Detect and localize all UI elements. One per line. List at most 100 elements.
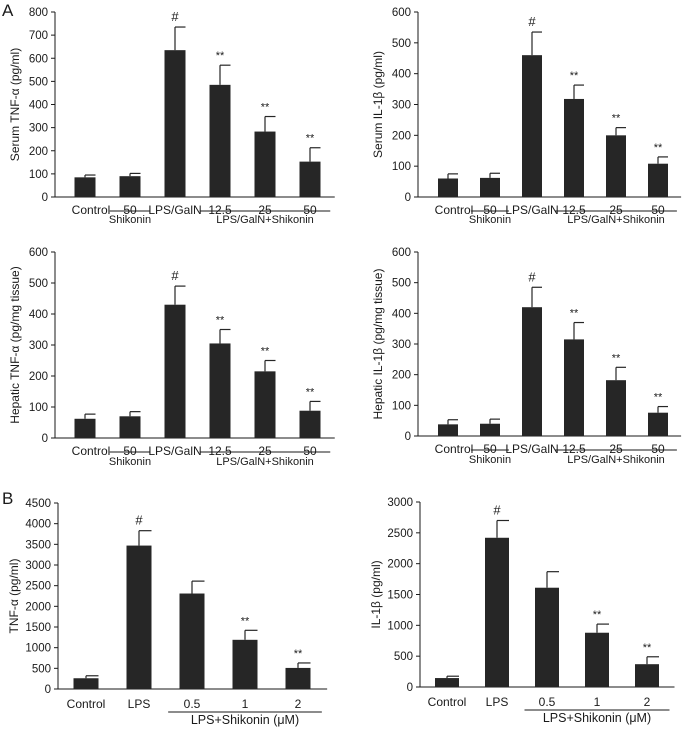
x-category-label: 12.5 (562, 442, 586, 456)
y-tick-label: 0 (42, 192, 48, 204)
y-tick-label: 500 (394, 651, 413, 663)
y-axis-label: Serum TNF-α (pg/ml) (8, 48, 22, 161)
significance-hash: # (493, 503, 501, 518)
x-category-label: 50 (651, 203, 665, 217)
y-tick-label: 200 (392, 370, 411, 382)
bar (606, 135, 626, 197)
x-category-label: 50 (483, 442, 497, 456)
y-tick-label: 600 (392, 7, 411, 19)
chart-3: 0 100 200 300 400 500 600 Hepatic TNF-α (pg/mg … (8, 247, 335, 468)
x-category-label: Control (72, 203, 111, 217)
significance-hash: # (171, 268, 179, 283)
y-tick-label: 1000 (387, 620, 413, 632)
bar (254, 131, 276, 197)
y-tick-label: 3500 (25, 539, 51, 551)
y-axis-label: IL-1β (pg/ml) (369, 560, 383, 628)
x-category-label: 1 (242, 697, 249, 711)
y-tick-label: 3000 (387, 497, 413, 509)
significance-stars: ** (570, 70, 579, 82)
y-tick-label: 100 (29, 402, 48, 414)
y-tick-label: 500 (392, 278, 411, 290)
x-category-label: Control (428, 695, 467, 709)
y-tick-label: 500 (29, 278, 48, 290)
chart-5: 0 500 1000 1500 2000 2500 3000 3500 4000 4500 TNF-… (7, 498, 328, 727)
y-tick-label: 1500 (25, 622, 51, 634)
y-tick-label: 200 (29, 371, 48, 383)
bar (164, 304, 186, 438)
y-tick-label: 0 (405, 192, 411, 204)
x-category-label: 1 (594, 695, 601, 709)
y-tick-label: 400 (29, 309, 48, 321)
bar (606, 380, 626, 436)
y-tick-label: 100 (29, 169, 48, 181)
x-category-label: 25 (258, 203, 272, 217)
significance-stars: ** (570, 308, 579, 320)
chart-1: 0 100 200 300 400 500 600 700 800 Serum TNF-α (pg… (8, 7, 335, 226)
bar (232, 639, 258, 689)
bar (299, 410, 321, 438)
x-category-label: Control (435, 442, 474, 456)
y-tick-label: 3000 (25, 560, 51, 572)
y-axis-label: Serum IL-1β (pg/ml) (371, 51, 385, 158)
y-tick-label: 200 (392, 130, 411, 142)
y-tick-label: 2500 (387, 528, 413, 540)
bar (179, 593, 205, 689)
y-tick-label: 2500 (25, 581, 51, 593)
group-label: LPS+Shikonin (μM) (543, 711, 651, 725)
bar (480, 177, 500, 197)
significance-stars: ** (654, 142, 663, 154)
y-tick-label: 100 (392, 400, 411, 412)
chart-4: 0 100 200 300 400 500 600 Hepatic IL-1β (pg/mg … (371, 247, 682, 466)
y-tick-label: 4000 (25, 519, 51, 531)
significance-stars: ** (306, 386, 315, 398)
x-category-label: 50 (123, 444, 137, 458)
bar (74, 418, 96, 438)
x-category-label: 25 (609, 203, 623, 217)
significance-stars: ** (216, 50, 225, 62)
significance-stars: ** (261, 102, 270, 114)
x-category-label: LPS/GalN (148, 203, 201, 217)
group-label: LPS/GalN+Shikonin (216, 214, 314, 226)
bar (164, 50, 186, 197)
significance-hash: # (135, 513, 143, 528)
bar (485, 537, 509, 687)
panel-letter-b: B (2, 489, 13, 508)
bar (119, 416, 141, 438)
bar (435, 678, 459, 687)
y-tick-label: 500 (392, 38, 411, 50)
chart-6: 0 500 1000 1500 2000 2500 3000 IL-1β (pg/ml) Con… (369, 497, 675, 725)
y-tick-label: 0 (42, 433, 48, 445)
bar (254, 371, 276, 438)
y-tick-label: 4500 (25, 498, 51, 510)
x-category-label: 50 (303, 444, 317, 458)
group-label: Shikonin (469, 214, 511, 226)
significance-stars: ** (261, 346, 270, 358)
significance-hash: # (528, 269, 536, 284)
x-category-label: 12.5 (562, 203, 586, 217)
y-tick-label: 1000 (25, 643, 51, 655)
x-category-label: LPS/GalN (505, 203, 558, 217)
group-label: Shikonin (109, 214, 151, 226)
bar (564, 98, 584, 197)
group-label: Shikonin (469, 454, 511, 466)
group-label: LPS+Shikonin (μM) (191, 713, 299, 727)
y-axis-label: TNF-α (pg/ml) (7, 559, 21, 634)
bar (209, 84, 231, 197)
bar (648, 163, 668, 197)
x-category-label: 50 (483, 203, 497, 217)
significance-stars: ** (612, 352, 621, 364)
y-tick-label: 0 (407, 682, 413, 694)
y-tick-label: 500 (32, 663, 51, 675)
bar (119, 176, 141, 197)
y-tick-label: 2000 (387, 559, 413, 571)
bar (74, 177, 96, 197)
y-tick-label: 0 (405, 431, 411, 443)
x-category-label: 50 (651, 442, 665, 456)
bar (585, 632, 609, 687)
x-category-label: LPS/GalN (148, 444, 201, 458)
y-tick-label: 800 (29, 7, 48, 19)
x-category-label: 50 (123, 203, 137, 217)
significance-stars: ** (593, 609, 602, 621)
bar (522, 307, 542, 436)
